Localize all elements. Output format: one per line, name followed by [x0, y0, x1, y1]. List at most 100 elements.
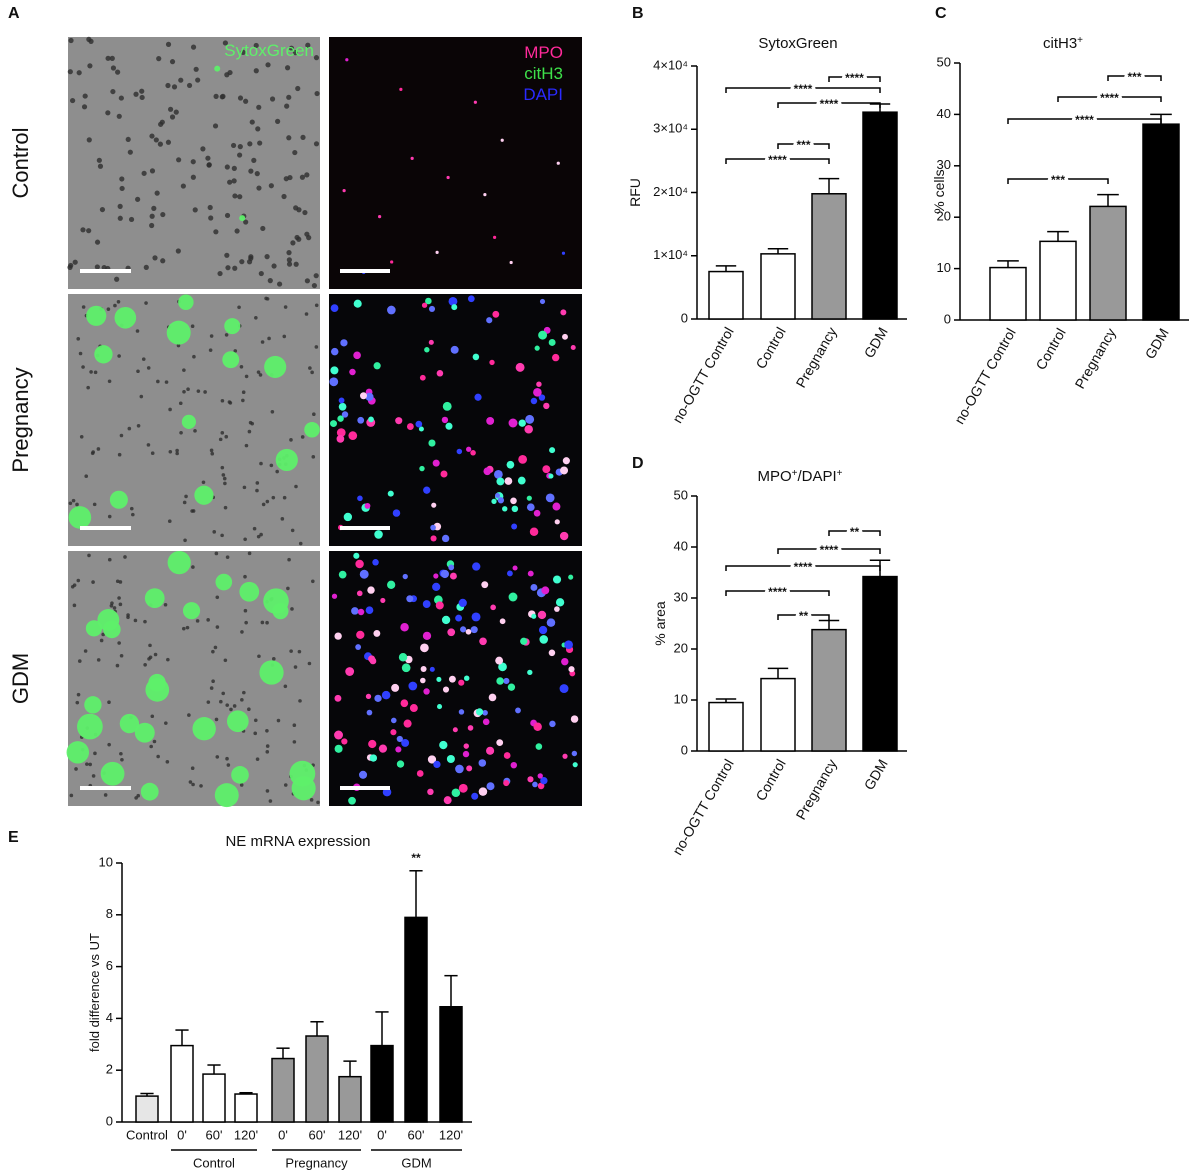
cell	[253, 68, 259, 74]
cell	[353, 552, 360, 559]
cell	[286, 586, 290, 591]
x-tick-label: no-OGTT Control	[669, 324, 737, 425]
y-tick-label: 2×10⁴	[653, 184, 688, 199]
cell	[357, 608, 365, 616]
y-tick-label: 2	[106, 1062, 113, 1077]
significance-label: ****	[768, 585, 787, 599]
cell	[421, 302, 428, 308]
cell	[247, 707, 251, 712]
cell	[237, 95, 244, 101]
cell	[201, 480, 206, 485]
cell	[441, 416, 449, 424]
micrograph-fluorescence	[329, 37, 582, 289]
cell	[115, 69, 121, 75]
cell	[222, 476, 227, 481]
cell	[168, 450, 173, 454]
chart: B SytoxGreen RFU 0 1×10⁴ 2×10⁴ 3×10⁴ 4×10⁴ no-OG…	[627, 5, 907, 426]
cell	[171, 84, 178, 90]
cell	[227, 69, 233, 76]
cell	[156, 754, 160, 759]
cell	[479, 637, 487, 646]
cell	[294, 484, 298, 489]
cell	[312, 412, 316, 417]
cell	[515, 707, 521, 714]
cell	[203, 390, 207, 394]
cell	[227, 400, 232, 404]
cell	[423, 688, 430, 695]
cell	[537, 773, 543, 779]
cell	[186, 82, 193, 89]
cell	[420, 643, 429, 653]
x-tick-label: Pregnancy	[792, 756, 839, 822]
cell	[224, 333, 229, 337]
cell	[86, 228, 92, 234]
cell	[338, 397, 345, 404]
cell	[117, 596, 121, 600]
cell	[196, 389, 201, 393]
cell	[286, 135, 292, 141]
cell	[267, 336, 271, 341]
cell	[331, 593, 338, 599]
significance-bracket	[828, 76, 881, 82]
bar	[1039, 240, 1077, 321]
cell	[151, 205, 157, 211]
cell	[483, 467, 492, 476]
x-tick-label: 60'	[309, 1127, 326, 1142]
cell	[531, 613, 537, 619]
net-blob	[140, 782, 159, 801]
cell	[232, 704, 237, 708]
cell	[341, 411, 349, 418]
cell	[334, 694, 342, 702]
cell	[551, 353, 560, 362]
cell	[537, 782, 545, 790]
net-blob	[192, 717, 216, 741]
cell	[428, 305, 436, 312]
cell	[81, 104, 88, 110]
y-tick-label: 50	[674, 487, 688, 502]
cell	[91, 774, 96, 778]
cell	[169, 114, 176, 120]
cell	[220, 465, 225, 470]
cell	[334, 632, 342, 640]
cell	[231, 165, 237, 171]
cell	[75, 700, 80, 705]
title-part: +	[1077, 35, 1083, 46]
cell	[520, 637, 528, 645]
cell	[284, 65, 291, 71]
bar	[708, 701, 744, 752]
title-part: +	[792, 468, 798, 479]
cell	[395, 417, 403, 425]
cell	[440, 470, 448, 478]
cell	[537, 610, 547, 620]
panel-label: B	[632, 5, 644, 22]
cell	[135, 329, 140, 333]
y-tick-label: 20	[937, 209, 951, 224]
cell	[127, 149, 133, 155]
cell	[304, 312, 309, 316]
cell	[529, 527, 539, 536]
cell	[330, 304, 339, 313]
significance-bracket	[725, 87, 881, 93]
cell	[284, 103, 290, 109]
net-blob	[100, 761, 125, 786]
cell	[373, 362, 381, 370]
cell	[93, 751, 97, 756]
cell	[220, 431, 225, 435]
chart-title: citH3+	[1043, 35, 1083, 53]
cell	[99, 638, 104, 643]
cell	[482, 709, 488, 716]
cell	[488, 693, 497, 702]
cell	[548, 339, 556, 346]
cell	[76, 70, 82, 76]
cell	[206, 162, 212, 168]
cell	[337, 415, 344, 422]
cell	[431, 502, 437, 508]
significance-label: **	[850, 525, 860, 539]
cell	[115, 663, 120, 668]
cell	[524, 424, 533, 434]
significance-bracket	[777, 614, 830, 620]
y-tick-label: 40	[674, 538, 688, 553]
cell	[368, 416, 374, 423]
cell	[99, 206, 106, 213]
y-tick-label: 10	[99, 854, 113, 869]
